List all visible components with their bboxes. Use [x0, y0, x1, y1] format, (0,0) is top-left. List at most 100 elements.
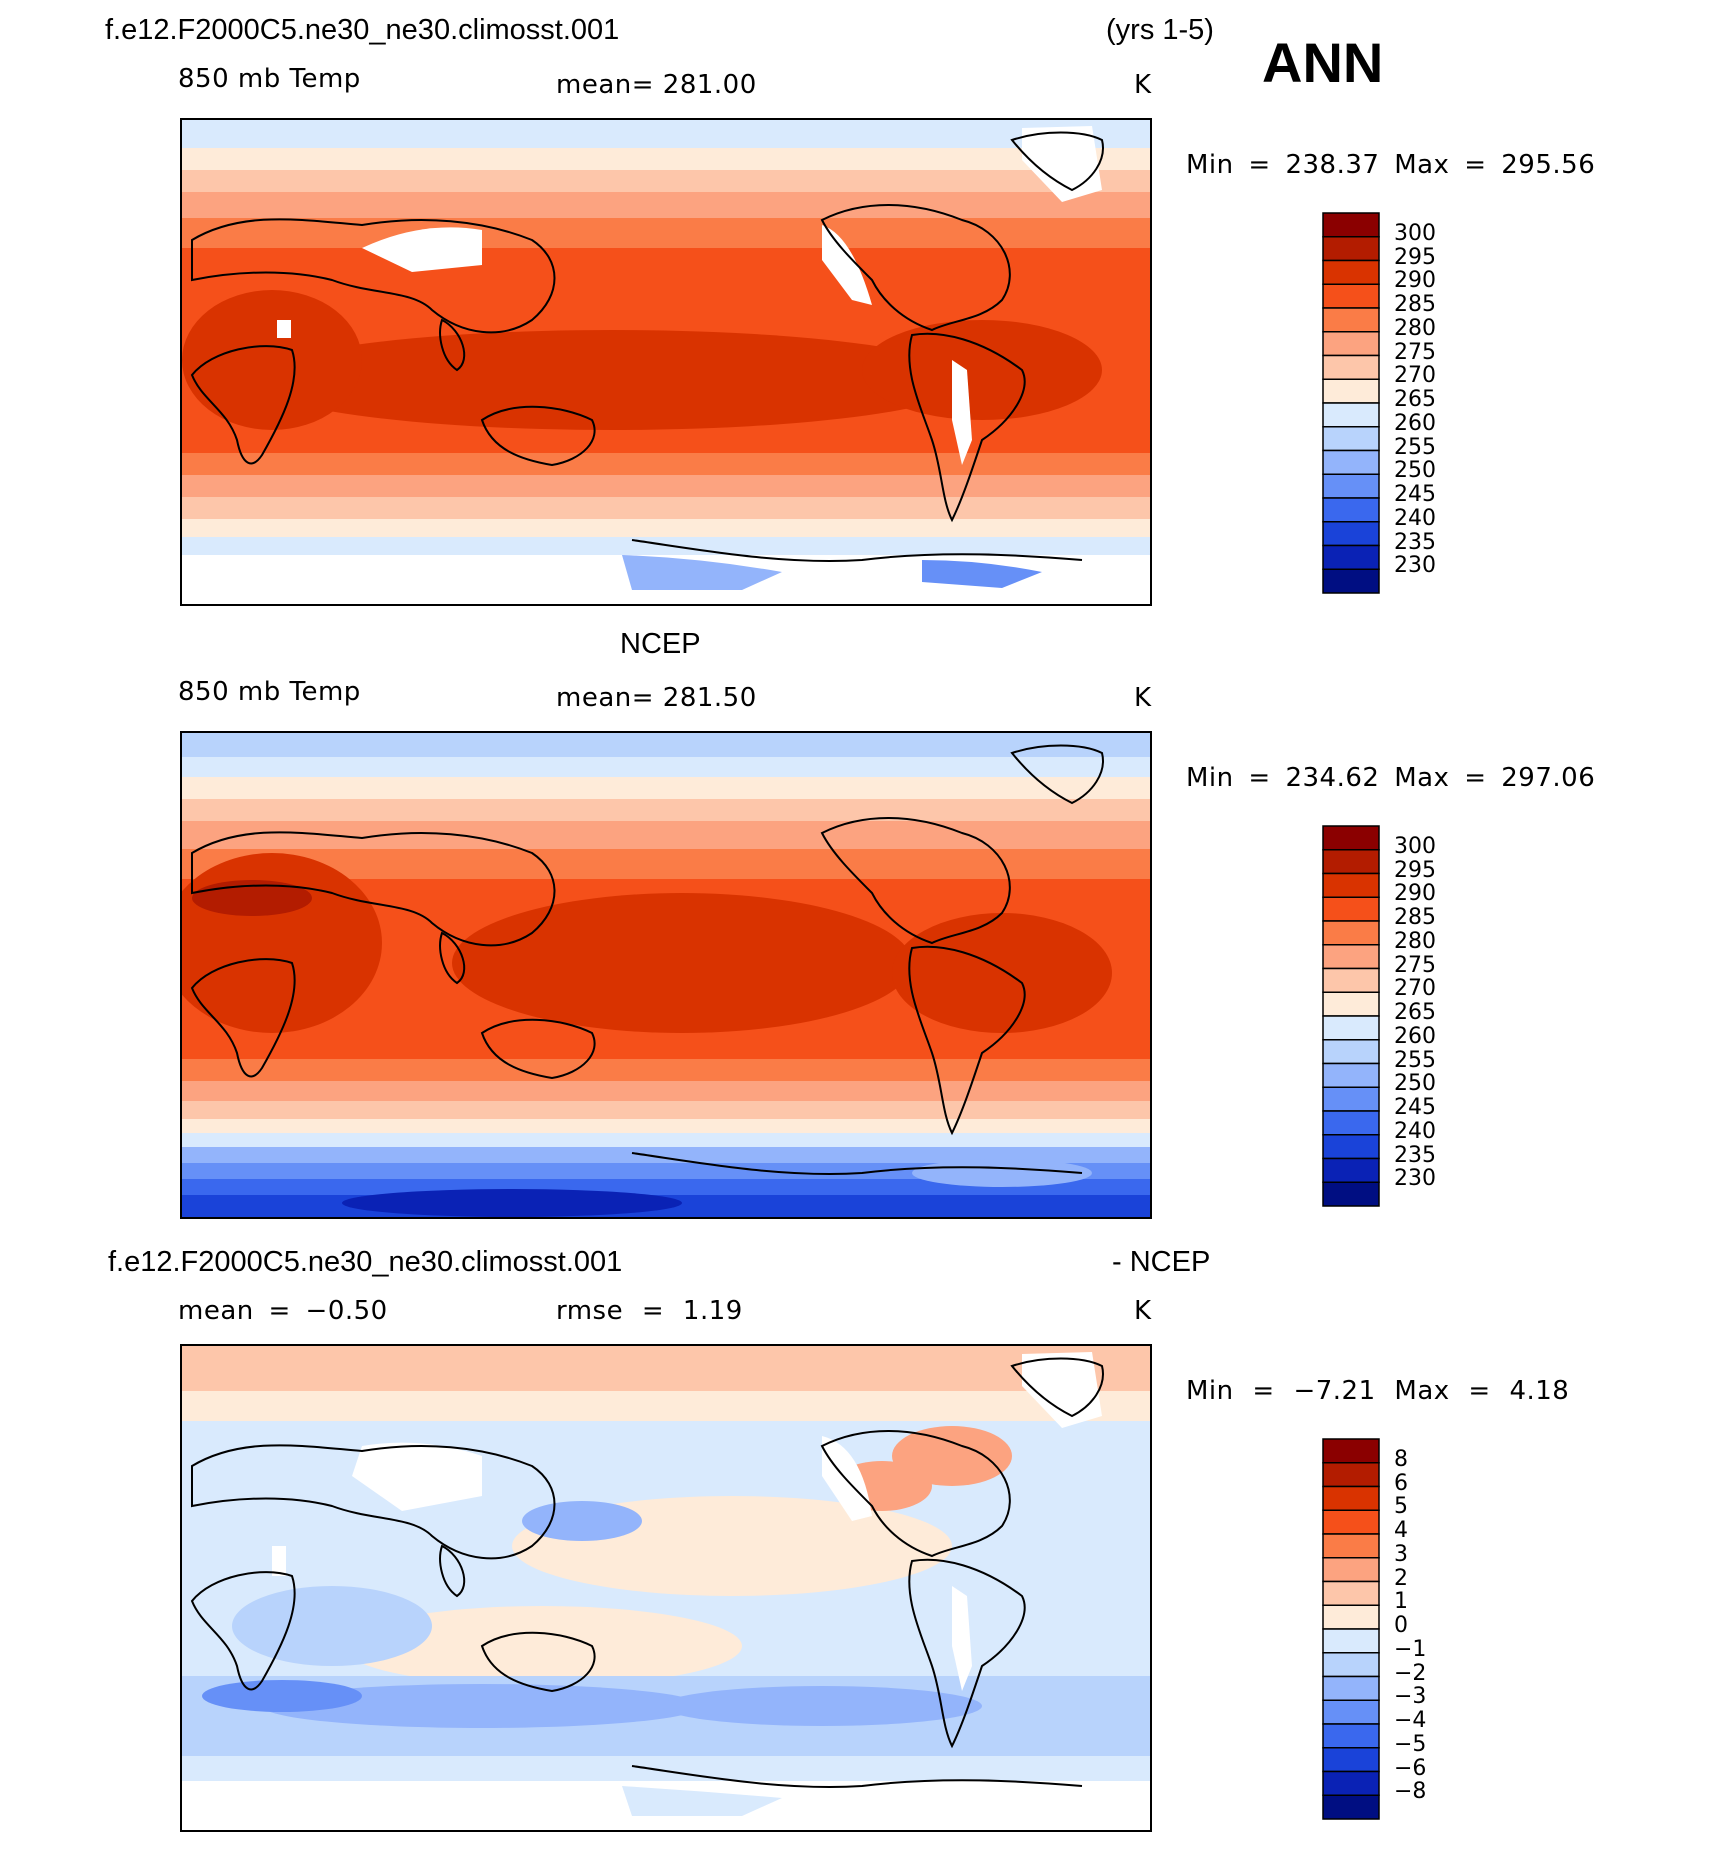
colorbar-label: 255 [1394, 1047, 1436, 1073]
colorbar-label: 6 [1394, 1470, 1408, 1496]
colorbar-swatch [1322, 872, 1380, 898]
colorbar-label: 280 [1394, 315, 1436, 341]
colorbar-label: 290 [1394, 268, 1436, 294]
panel3-colorbar-svg [1322, 1438, 1380, 1820]
colorbar-swatch [1322, 402, 1380, 428]
panel1-mean-label: mean= 281.00 [556, 70, 757, 100]
colorbar-label: 230 [1394, 553, 1436, 579]
colorbar-label: 0 [1394, 1613, 1408, 1638]
colorbar-swatch [1322, 1509, 1380, 1535]
colorbar-label: 275 [1394, 339, 1436, 365]
colorbar-swatch [1322, 1533, 1380, 1559]
panel1-variable-label: 850 mb Temp [178, 64, 361, 94]
colorbar-swatch [1322, 967, 1380, 993]
colorbar-swatch [1322, 212, 1380, 238]
panel2-colorbar-svg [1322, 825, 1380, 1207]
colorbar-swatch [1322, 497, 1380, 523]
panel1-map [180, 118, 1152, 606]
colorbar-label: 255 [1394, 434, 1436, 460]
colorbar-swatch [1322, 920, 1380, 946]
colorbar-label: −6 [1394, 1755, 1427, 1781]
panel2-colorbar [1322, 825, 1380, 1207]
colorbar-label: 270 [1394, 976, 1436, 1002]
colorbar-swatch [1322, 544, 1380, 570]
colorbar-swatch [1322, 378, 1380, 404]
colorbar-label: 230 [1394, 1166, 1436, 1192]
colorbar-label: 295 [1394, 857, 1436, 883]
colorbar-swatch [1322, 1039, 1380, 1065]
colorbar-swatch [1322, 426, 1380, 452]
case-title: f.e12.F2000C5.ne30_ne30.climosst.001 [105, 14, 620, 46]
years-label: (yrs 1-5) [1106, 14, 1214, 46]
colorbar-swatch [1322, 825, 1380, 851]
panel2-title: NCEP [620, 628, 701, 660]
colorbar-swatch [1322, 1485, 1380, 1511]
colorbar-swatch [1322, 521, 1380, 547]
colorbar-label: 235 [1394, 1142, 1436, 1168]
colorbar-swatch [1322, 1157, 1380, 1183]
panel2-minmax-label: Min = 234.62 Max = 297.06 [1186, 763, 1596, 793]
panel3-rmse-label: rmse = 1.19 [556, 1296, 743, 1326]
panel2-variable-label: 850 mb Temp [178, 677, 361, 707]
colorbar-swatch [1322, 1015, 1380, 1041]
colorbar-swatch [1322, 1747, 1380, 1773]
colorbar-label: 250 [1394, 458, 1436, 484]
colorbar-label: 4 [1394, 1518, 1408, 1543]
colorbar-label: 285 [1394, 292, 1436, 317]
colorbar-label: 290 [1394, 881, 1436, 907]
colorbar-label: 2 [1394, 1565, 1408, 1591]
colorbar-swatch [1322, 568, 1380, 594]
colorbar-swatch [1322, 1062, 1380, 1088]
colorbar-swatch [1322, 473, 1380, 499]
colorbar-swatch [1322, 1181, 1380, 1207]
colorbar-label: 265 [1394, 387, 1436, 412]
panel1-units-label: K [1134, 70, 1152, 100]
colorbar-label: 240 [1394, 505, 1436, 531]
colorbar-swatch [1322, 991, 1380, 1017]
colorbar-swatch [1322, 1086, 1380, 1112]
panel2-map-svg [182, 733, 1150, 1217]
colorbar-label: 285 [1394, 905, 1436, 930]
colorbar-swatch [1322, 896, 1380, 922]
panel1-coastlines [190, 131, 1104, 562]
colorbar-swatch [1322, 849, 1380, 875]
colorbar-swatch [1322, 307, 1380, 333]
colorbar-swatch [1322, 1699, 1380, 1725]
colorbar-label: 245 [1394, 482, 1436, 507]
colorbar-label: 240 [1394, 1118, 1436, 1144]
colorbar-swatch [1322, 1134, 1380, 1160]
colorbar-swatch [1322, 331, 1380, 357]
panel2-field [182, 733, 1150, 1217]
colorbar-label: 245 [1394, 1095, 1436, 1120]
panel1-minmax-label: Min = 238.37 Max = 295.56 [1186, 150, 1596, 180]
colorbar-label: 260 [1394, 1023, 1436, 1049]
colorbar-label: 275 [1394, 952, 1436, 978]
season-label: ANN [1262, 31, 1384, 94]
panel3-minmax-label: Min = −7.21 Max = 4.18 [1186, 1376, 1570, 1406]
colorbar-label: 235 [1394, 529, 1436, 555]
colorbar-swatch [1322, 1462, 1380, 1488]
colorbar-swatch [1322, 1770, 1380, 1796]
colorbar-swatch [1322, 236, 1380, 262]
colorbar-label: 8 [1394, 1446, 1408, 1472]
panel2-mean-label: mean= 281.50 [556, 683, 757, 713]
colorbar-swatch [1322, 1675, 1380, 1701]
colorbar-label: 295 [1394, 244, 1436, 270]
colorbar-label: −8 [1394, 1779, 1427, 1805]
panel1-map-svg [182, 120, 1150, 604]
colorbar-swatch [1322, 1794, 1380, 1820]
colorbar-label: 265 [1394, 1000, 1436, 1025]
colorbar-label: 300 [1394, 833, 1436, 859]
colorbar-label: 270 [1394, 363, 1436, 389]
colorbar-swatch [1322, 1580, 1380, 1606]
panel3-title: f.e12.F2000C5.ne30_ne30.climosst.001 [108, 1246, 623, 1278]
panel3-colorbar [1322, 1438, 1380, 1820]
panel3-units-label: K [1134, 1296, 1152, 1326]
colorbar-swatch [1322, 1438, 1380, 1464]
panel2-map [180, 731, 1152, 1219]
colorbar-label: 3 [1394, 1541, 1408, 1567]
colorbar-label: 300 [1394, 220, 1436, 246]
colorbar-label: 5 [1394, 1494, 1408, 1520]
colorbar-swatch [1322, 1557, 1380, 1583]
panel1-field [182, 120, 1150, 604]
